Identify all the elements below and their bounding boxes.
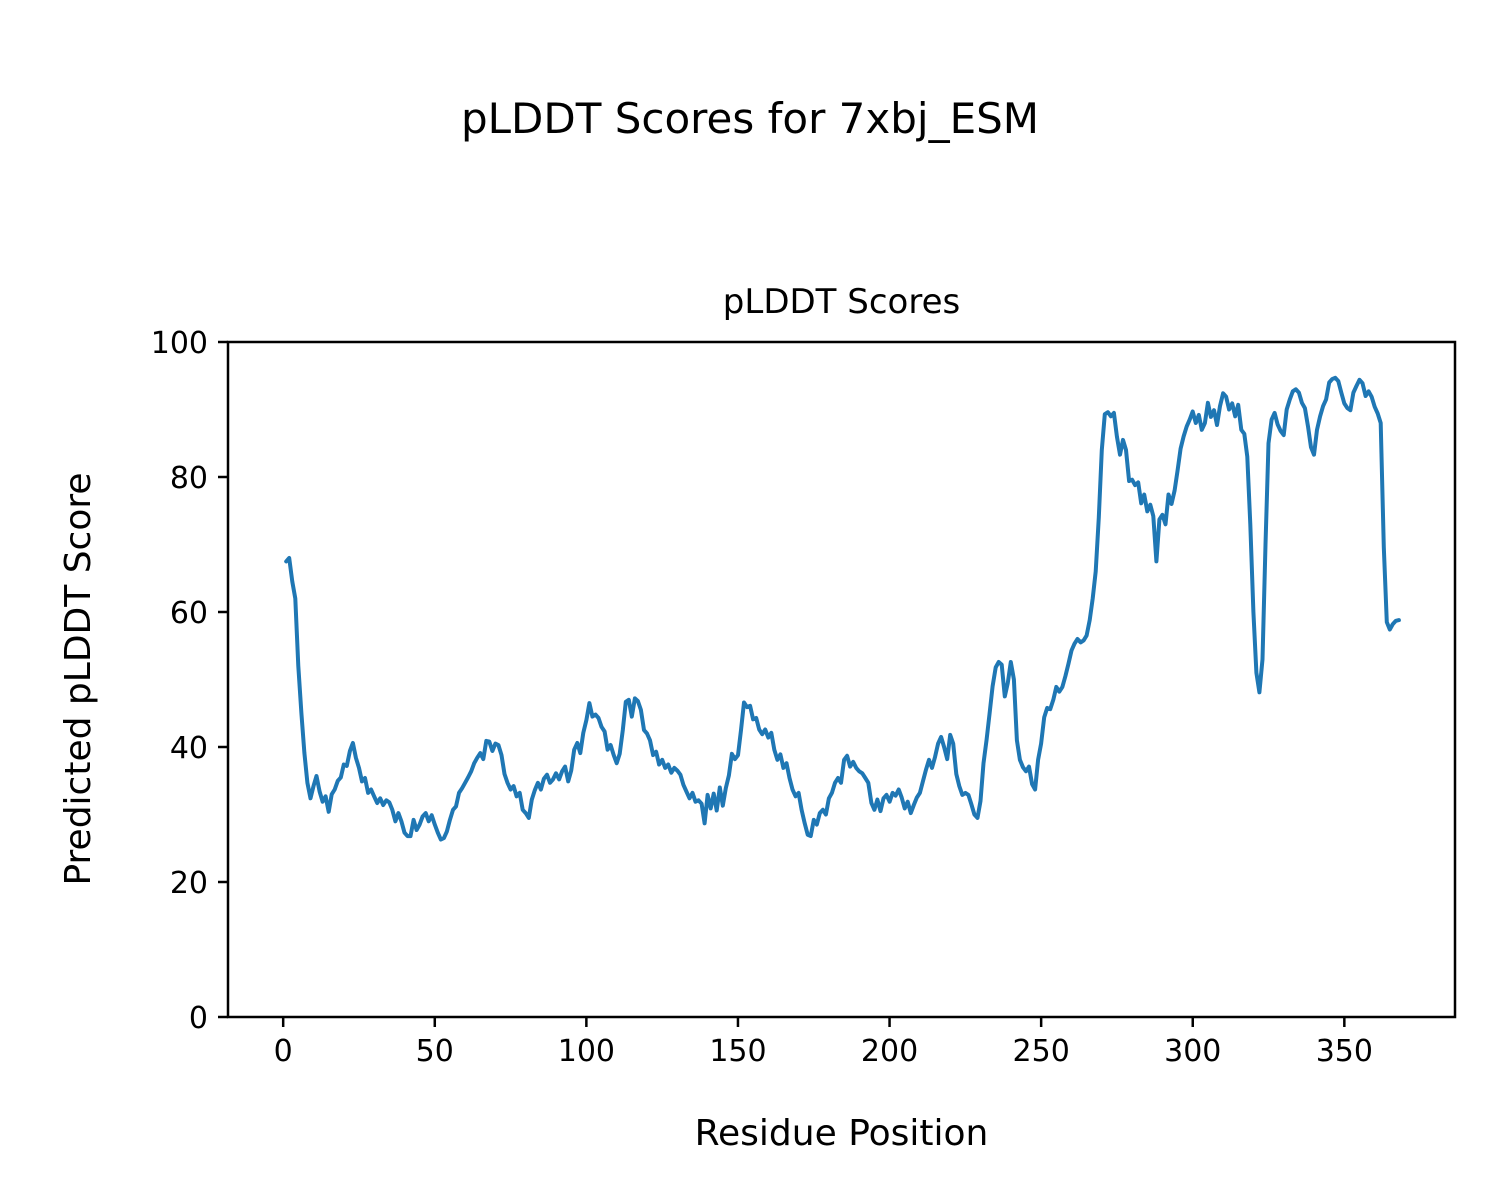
plot-border (226, 340, 1457, 1019)
y-tick-label: 60 (170, 596, 208, 631)
x-tick-label: 100 (558, 1034, 615, 1069)
x-tick-label: 50 (416, 1034, 454, 1069)
x-tick-label: 150 (709, 1034, 766, 1069)
x-tick-label: 0 (274, 1034, 293, 1069)
x-tick-label: 350 (1316, 1034, 1373, 1069)
x-axis-label: Residue Position (694, 1113, 989, 1154)
x-tick-label: 200 (861, 1034, 918, 1069)
axes-title: pLDDT Scores (722, 282, 961, 322)
y-tick-label: 0 (189, 1001, 208, 1036)
x-tick-label: 300 (1164, 1034, 1221, 1069)
y-tick-label: 20 (170, 866, 208, 901)
y-tick-label: 80 (170, 461, 208, 496)
y-tick-label: 100 (151, 326, 208, 361)
figure-title: pLDDT Scores for 7xbj_ESM (460, 94, 1040, 143)
y-tick-label: 40 (170, 731, 208, 766)
plddt-line (284, 375, 1401, 842)
x-tick-label: 250 (1013, 1034, 1070, 1069)
